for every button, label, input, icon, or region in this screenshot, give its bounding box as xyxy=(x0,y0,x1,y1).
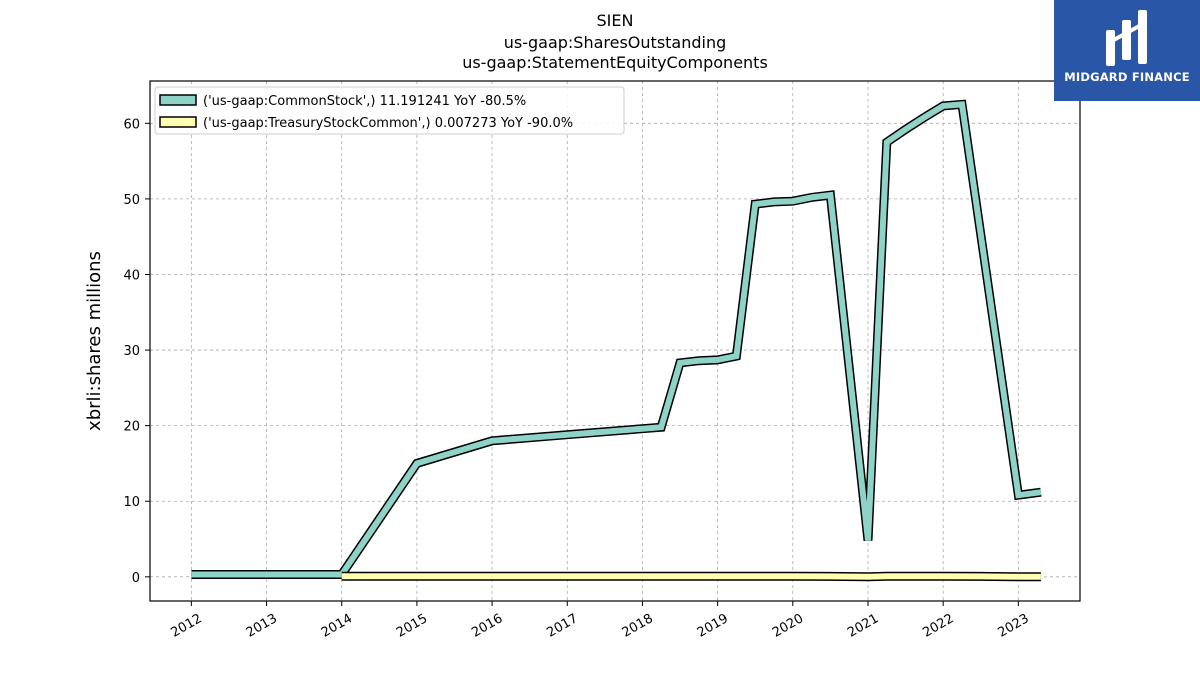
x-tick-label: 2014 xyxy=(319,611,355,641)
series-line xyxy=(341,573,1041,580)
x-axis: 2012 2013 2014 2015 2016 2017 2018 2019 2020 2021… xyxy=(169,601,1032,641)
legend-label: ('us-gaap:CommonStock',) 11.191241 YoY -… xyxy=(203,94,526,109)
y-tick-label: 50 xyxy=(123,193,140,208)
y-tick-label: 20 xyxy=(123,420,140,435)
series-layer xyxy=(191,99,1042,582)
legend: ('us-gaap:CommonStock',) 11.191241 YoY -… xyxy=(154,86,625,135)
title-line-3: us-gaap:StatementEquityComponents xyxy=(462,53,768,72)
x-tick-label: 2017 xyxy=(544,611,580,641)
x-tick-label: 2013 xyxy=(244,611,280,641)
y-axis: 0 10 20 30 40 50 60 xyxy=(123,117,150,586)
x-tick-label: 2012 xyxy=(169,611,205,641)
y-tick-label: 60 xyxy=(123,117,140,132)
y-tick-label: 30 xyxy=(123,344,140,359)
series-line xyxy=(191,101,1042,578)
title-line-1: SIEN xyxy=(597,11,634,30)
x-tick-label: 2020 xyxy=(770,611,806,641)
logo-mark-icon xyxy=(1106,10,1147,66)
series-line-outline xyxy=(191,99,1042,579)
legend-box xyxy=(154,86,625,135)
title-line-2: us-gaap:SharesOutstanding xyxy=(504,33,727,52)
brand-logo: MIDGARD FINANCE xyxy=(1054,0,1200,101)
y-tick-label: 0 xyxy=(132,571,140,586)
x-tick-label: 2022 xyxy=(920,611,956,641)
legend-label: ('us-gaap:TreasuryStockCommon',) 0.00727… xyxy=(203,116,573,131)
x-tick-label: 2019 xyxy=(695,611,731,641)
grid-lines xyxy=(150,81,1080,601)
x-tick-label: 2016 xyxy=(469,611,505,641)
x-tick-label: 2018 xyxy=(620,611,656,641)
y-axis-label: xbrli:shares millions xyxy=(84,251,105,431)
plot-area-frame xyxy=(149,80,1081,602)
x-tick-label: 2015 xyxy=(394,611,430,641)
y-tick-label: 40 xyxy=(123,268,140,283)
chart-title: SIEN us-gaap:SharesOutstanding us-gaap:S… xyxy=(462,11,768,72)
x-tick-label: 2021 xyxy=(845,611,881,641)
x-tick-label: 2023 xyxy=(996,611,1032,641)
logo-text: MIDGARD FINANCE xyxy=(1064,70,1190,84)
legend-swatch xyxy=(159,116,197,128)
legend-swatch xyxy=(159,94,197,106)
y-tick-label: 10 xyxy=(123,495,140,510)
